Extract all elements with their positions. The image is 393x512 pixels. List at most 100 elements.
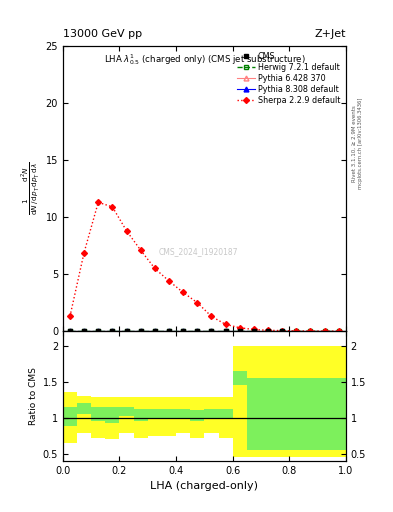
Line: Pythia 6.428 370: Pythia 6.428 370 [68, 329, 341, 334]
Sherpa 2.2.9 default [237, 325, 242, 331]
Pythia 8.308 default [82, 328, 86, 334]
Pythia 8.308 default [322, 328, 327, 334]
Herwig 7.2.1 default [294, 328, 299, 334]
Pythia 6.428 370 [195, 328, 200, 334]
CMS [195, 328, 200, 334]
CMS [237, 328, 242, 334]
Herwig 7.2.1 default [336, 328, 341, 334]
CMS [110, 328, 115, 334]
Pythia 6.428 370 [252, 328, 256, 334]
Line: Pythia 8.308 default: Pythia 8.308 default [68, 329, 341, 334]
Pythia 8.308 default [237, 328, 242, 334]
Pythia 8.308 default [280, 328, 285, 334]
Pythia 8.308 default [336, 328, 341, 334]
Pythia 6.428 370 [308, 328, 313, 334]
Sherpa 2.2.9 default [223, 322, 228, 328]
CMS [138, 328, 143, 334]
Sherpa 2.2.9 default [209, 313, 214, 319]
CMS [266, 328, 270, 334]
Herwig 7.2.1 default [252, 328, 256, 334]
Herwig 7.2.1 default [152, 328, 157, 334]
Pythia 8.308 default [68, 328, 72, 334]
Pythia 8.308 default [252, 328, 256, 334]
Herwig 7.2.1 default [96, 328, 101, 334]
Text: mcplots.cern.ch [arXiv:1306.3436]: mcplots.cern.ch [arXiv:1306.3436] [358, 98, 363, 189]
Y-axis label: Ratio to CMS: Ratio to CMS [29, 367, 39, 425]
Herwig 7.2.1 default [195, 328, 200, 334]
Pythia 8.308 default [195, 328, 200, 334]
Pythia 8.308 default [308, 328, 313, 334]
CMS [96, 328, 101, 334]
Pythia 8.308 default [124, 328, 129, 334]
Pythia 8.308 default [110, 328, 115, 334]
Sherpa 2.2.9 default [138, 247, 143, 253]
Pythia 6.428 370 [266, 328, 270, 334]
CMS [209, 328, 214, 334]
Sherpa 2.2.9 default [195, 300, 200, 306]
Herwig 7.2.1 default [322, 328, 327, 334]
Herwig 7.2.1 default [110, 328, 115, 334]
Pythia 8.308 default [96, 328, 101, 334]
Pythia 8.308 default [223, 328, 228, 334]
Line: CMS: CMS [68, 329, 285, 334]
CMS [167, 328, 171, 334]
Pythia 6.428 370 [138, 328, 143, 334]
Pythia 8.308 default [266, 328, 270, 334]
Sherpa 2.2.9 default [152, 265, 157, 271]
CMS [82, 328, 86, 334]
Herwig 7.2.1 default [223, 328, 228, 334]
Herwig 7.2.1 default [138, 328, 143, 334]
Herwig 7.2.1 default [237, 328, 242, 334]
Pythia 6.428 370 [223, 328, 228, 334]
Pythia 8.308 default [167, 328, 171, 334]
Pythia 6.428 370 [152, 328, 157, 334]
Pythia 6.428 370 [209, 328, 214, 334]
Y-axis label: $\frac{1}{\mathrm{d}N\,/\,\mathrm{d}p_T}\frac{\mathrm{d}^2 N}{\mathrm{d}p_T\,\ma: $\frac{1}{\mathrm{d}N\,/\,\mathrm{d}p_T}… [20, 162, 41, 215]
Herwig 7.2.1 default [266, 328, 270, 334]
CMS [280, 328, 285, 334]
CMS [124, 328, 129, 334]
CMS [181, 328, 185, 334]
Text: CMS_2024_I1920187: CMS_2024_I1920187 [159, 247, 239, 256]
Pythia 8.308 default [209, 328, 214, 334]
Pythia 6.428 370 [124, 328, 129, 334]
Sherpa 2.2.9 default [181, 289, 185, 295]
Sherpa 2.2.9 default [266, 327, 270, 333]
Pythia 6.428 370 [181, 328, 185, 334]
Pythia 6.428 370 [237, 328, 242, 334]
Text: LHA $\lambda^{1}_{0.5}$ (charged only) (CMS jet substructure): LHA $\lambda^{1}_{0.5}$ (charged only) (… [104, 52, 305, 67]
X-axis label: LHA (charged-only): LHA (charged-only) [151, 481, 258, 491]
Herwig 7.2.1 default [124, 328, 129, 334]
Pythia 8.308 default [181, 328, 185, 334]
Pythia 6.428 370 [68, 328, 72, 334]
Pythia 6.428 370 [336, 328, 341, 334]
Herwig 7.2.1 default [181, 328, 185, 334]
Pythia 6.428 370 [96, 328, 101, 334]
Sherpa 2.2.9 default [110, 204, 115, 210]
Sherpa 2.2.9 default [167, 278, 171, 284]
Pythia 6.428 370 [110, 328, 115, 334]
Pythia 6.428 370 [322, 328, 327, 334]
Line: Sherpa 2.2.9 default: Sherpa 2.2.9 default [68, 200, 341, 333]
Sherpa 2.2.9 default [68, 313, 72, 319]
Sherpa 2.2.9 default [82, 249, 86, 255]
CMS [223, 328, 228, 334]
Legend: CMS, Herwig 7.2.1 default, Pythia 6.428 370, Pythia 8.308 default, Sherpa 2.2.9 : CMS, Herwig 7.2.1 default, Pythia 6.428 … [235, 50, 342, 106]
CMS [252, 328, 256, 334]
Herwig 7.2.1 default [280, 328, 285, 334]
Sherpa 2.2.9 default [308, 328, 313, 334]
Pythia 6.428 370 [294, 328, 299, 334]
Pythia 6.428 370 [280, 328, 285, 334]
Sherpa 2.2.9 default [124, 228, 129, 234]
Text: Z+Jet: Z+Jet [314, 29, 346, 39]
Text: Rivet 3.1.10, ≥ 2.9M events: Rivet 3.1.10, ≥ 2.9M events [352, 105, 357, 182]
Herwig 7.2.1 default [308, 328, 313, 334]
Pythia 8.308 default [294, 328, 299, 334]
CMS [68, 328, 72, 334]
Pythia 6.428 370 [82, 328, 86, 334]
Pythia 8.308 default [152, 328, 157, 334]
CMS [152, 328, 157, 334]
Sherpa 2.2.9 default [96, 199, 101, 205]
Herwig 7.2.1 default [68, 328, 72, 334]
Herwig 7.2.1 default [167, 328, 171, 334]
